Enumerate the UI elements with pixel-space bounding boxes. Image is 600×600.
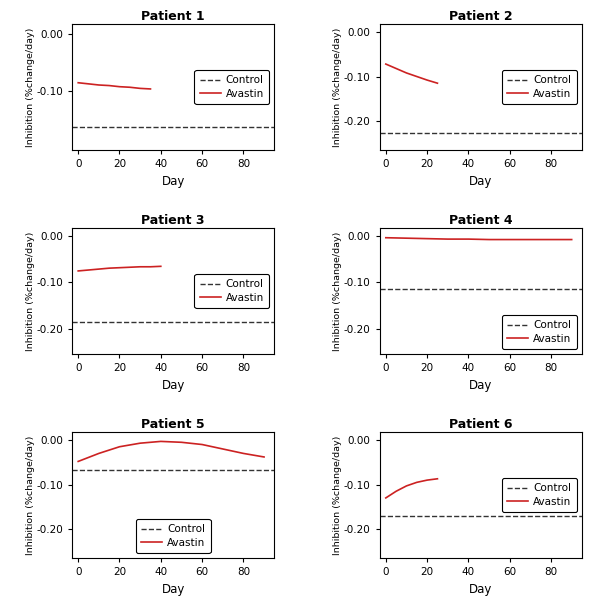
Title: Patient 2: Patient 2 [449, 10, 512, 23]
Y-axis label: Inhibition (%change/day): Inhibition (%change/day) [26, 27, 35, 146]
Title: Patient 6: Patient 6 [449, 418, 512, 431]
Y-axis label: Inhibition (%change/day): Inhibition (%change/day) [334, 232, 343, 350]
X-axis label: Day: Day [161, 175, 185, 188]
X-axis label: Day: Day [161, 379, 185, 392]
Title: Patient 1: Patient 1 [142, 10, 205, 23]
Legend: Control, Avastin: Control, Avastin [136, 519, 211, 553]
Y-axis label: Inhibition (%change/day): Inhibition (%change/day) [334, 27, 343, 146]
Y-axis label: Inhibition (%change/day): Inhibition (%change/day) [26, 232, 35, 350]
Legend: Control, Avastin: Control, Avastin [194, 274, 269, 308]
Legend: Control, Avastin: Control, Avastin [194, 70, 269, 104]
Y-axis label: Inhibition (%change/day): Inhibition (%change/day) [334, 436, 343, 555]
X-axis label: Day: Day [469, 379, 493, 392]
Title: Patient 5: Patient 5 [142, 418, 205, 431]
Title: Patient 4: Patient 4 [449, 214, 512, 227]
Legend: Control, Avastin: Control, Avastin [502, 315, 577, 349]
X-axis label: Day: Day [469, 175, 493, 188]
X-axis label: Day: Day [161, 583, 185, 596]
X-axis label: Day: Day [469, 583, 493, 596]
Legend: Control, Avastin: Control, Avastin [502, 70, 577, 104]
Legend: Control, Avastin: Control, Avastin [502, 478, 577, 512]
Title: Patient 3: Patient 3 [142, 214, 205, 227]
Y-axis label: Inhibition (%change/day): Inhibition (%change/day) [26, 436, 35, 555]
